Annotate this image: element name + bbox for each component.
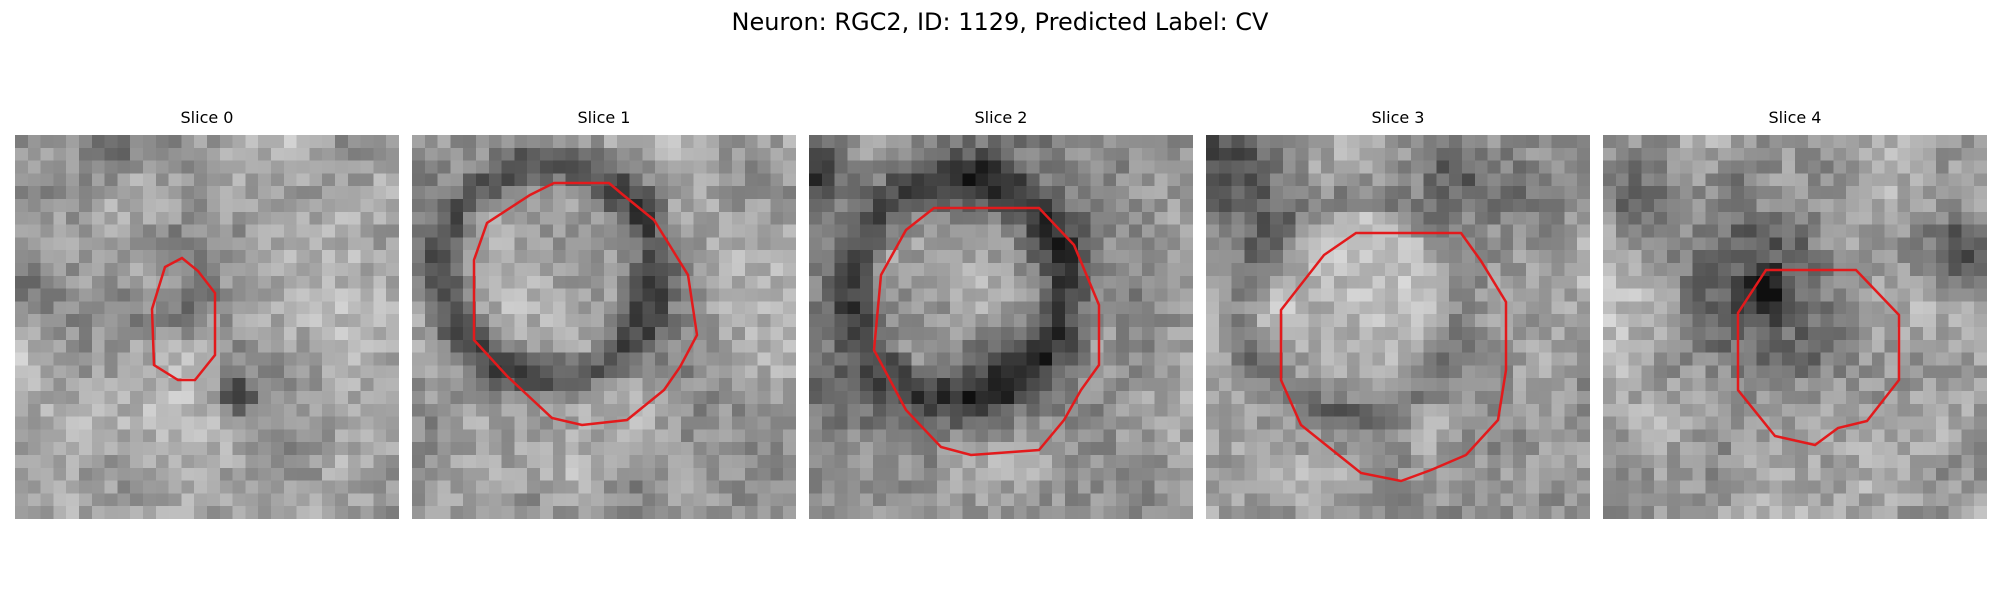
slice-panel-4: Slice 4 — [1603, 108, 1987, 519]
slice-image — [809, 135, 1193, 519]
slice-title: Slice 4 — [1768, 108, 1822, 127]
cell-contour — [150, 256, 217, 382]
slice-image — [412, 135, 796, 519]
cell-contour — [1736, 268, 1901, 447]
slice-panel-2: Slice 2 — [809, 108, 1193, 519]
cell-contour — [872, 206, 1101, 457]
cell-contour — [472, 181, 699, 427]
slice-title: Slice 1 — [577, 108, 631, 127]
slice-panel-1: Slice 1 — [412, 108, 796, 519]
slice-image — [1206, 135, 1590, 519]
slice-title: Slice 3 — [1371, 108, 1425, 127]
slice-panel-0: Slice 0 — [15, 108, 399, 519]
slice-title: Slice 0 — [180, 108, 234, 127]
slice-image — [1603, 135, 1987, 519]
cell-contour — [1279, 231, 1508, 483]
slice-image — [15, 135, 399, 519]
slice-panel-3: Slice 3 — [1206, 108, 1590, 519]
figure-title: Neuron: RGC2, ID: 1129, Predicted Label:… — [731, 8, 1269, 36]
slice-title: Slice 2 — [974, 108, 1028, 127]
